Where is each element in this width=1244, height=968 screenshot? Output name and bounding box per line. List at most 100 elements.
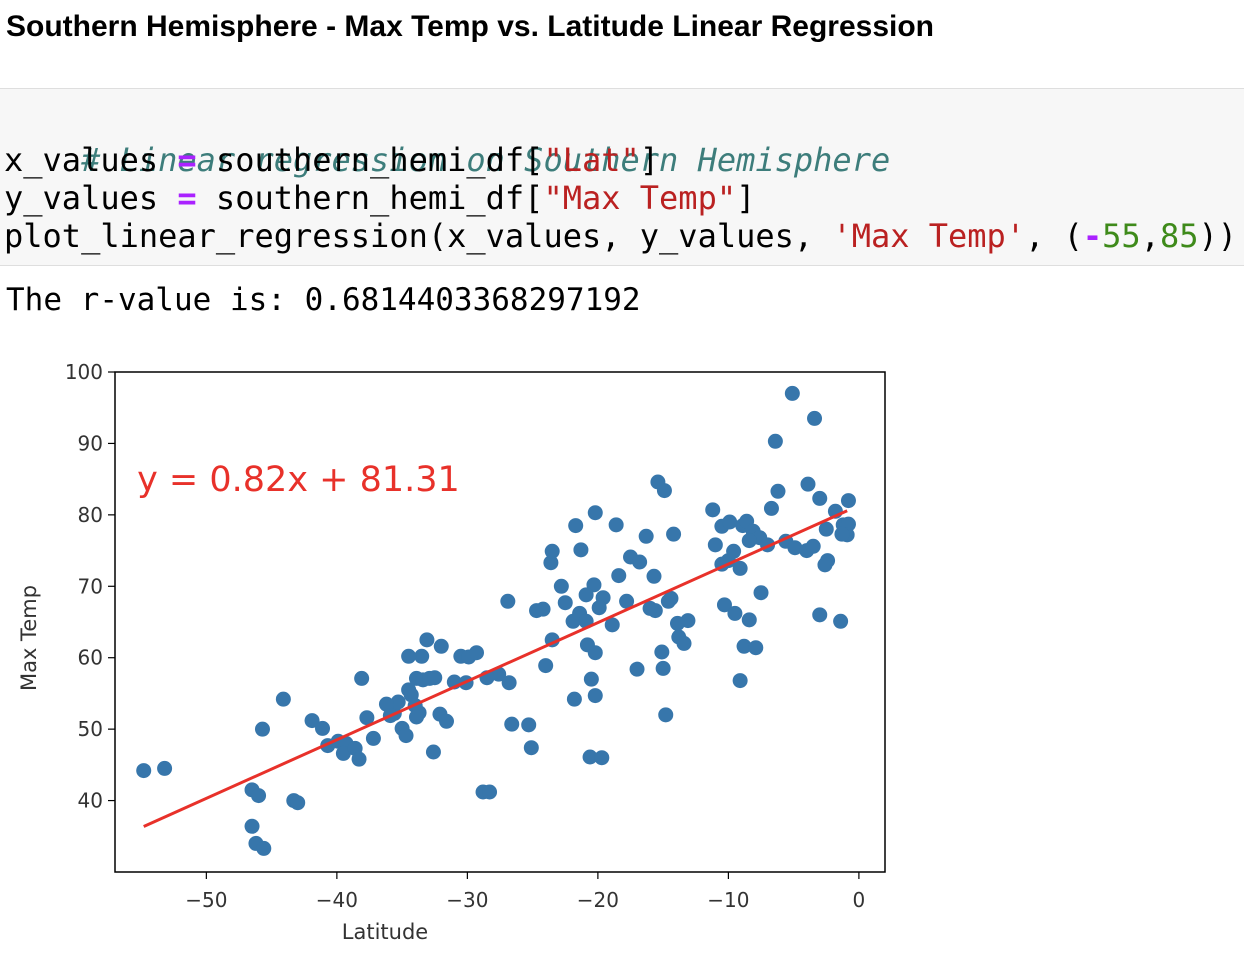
- data-point: [611, 568, 627, 584]
- data-point: [501, 675, 517, 691]
- points-layer: [136, 385, 856, 856]
- y-tick-label: 80: [78, 503, 103, 527]
- data-point: [656, 483, 672, 499]
- data-point: [741, 612, 757, 628]
- code-line-4: plot_linear_regression(x_values, y_value…: [4, 217, 1244, 255]
- data-point: [726, 543, 742, 559]
- x-tick-label: −20: [577, 888, 619, 912]
- data-point: [666, 526, 682, 542]
- data-point: [748, 640, 764, 656]
- code-number: 55: [1102, 217, 1141, 255]
- code-comma: ,: [1140, 217, 1160, 255]
- y-axis: 40 50 60 70 80 90 100: [65, 360, 115, 813]
- data-point: [566, 691, 582, 707]
- data-point: [523, 740, 539, 756]
- page-heading: Southern Hemisphere - Max Temp vs. Latit…: [6, 10, 934, 43]
- code-line-1: # Linear regression on Southern Hemisphe…: [4, 103, 1244, 179]
- regression-line: [143, 509, 848, 828]
- output-text: The r-value is: 0.6814403368297192: [6, 282, 641, 318]
- x-axis-label: Latitude: [342, 920, 428, 944]
- code-call: plot_linear_regression(x_values, y_value…: [4, 217, 833, 255]
- y-tick-label: 60: [78, 646, 103, 670]
- code-close: )): [1198, 217, 1237, 255]
- data-point: [732, 560, 748, 576]
- data-point: [727, 605, 743, 621]
- data-point: [587, 688, 603, 704]
- x-axis: −50 −40 −30 −20 −10 0: [185, 872, 865, 912]
- data-point: [587, 505, 603, 521]
- data-point: [753, 585, 769, 601]
- data-point: [840, 493, 856, 509]
- data-point: [817, 557, 833, 573]
- data-point: [504, 716, 520, 732]
- data-point: [390, 694, 406, 710]
- data-point: [741, 533, 757, 549]
- data-point: [818, 521, 834, 537]
- data-point: [583, 671, 599, 687]
- data-point: [654, 644, 670, 660]
- y-tick-label: 100: [65, 360, 103, 384]
- data-point: [787, 540, 803, 556]
- y-tick-label: 90: [78, 431, 103, 455]
- data-point: [469, 645, 485, 661]
- x-tick-label: 0: [853, 888, 866, 912]
- data-point: [500, 593, 516, 609]
- data-point: [812, 490, 828, 506]
- data-point: [663, 590, 679, 606]
- data-point: [655, 660, 671, 676]
- data-point: [275, 691, 291, 707]
- data-point: [419, 632, 435, 648]
- data-point: [557, 595, 573, 611]
- code-close: ]: [639, 141, 660, 179]
- data-point: [591, 600, 607, 616]
- data-point: [629, 661, 645, 677]
- code-string: "Lat": [543, 141, 640, 179]
- y-tick-label: 70: [78, 574, 103, 598]
- data-point: [535, 601, 551, 617]
- data-point: [315, 720, 331, 736]
- data-point: [594, 750, 610, 766]
- data-point: [254, 721, 270, 737]
- data-point: [543, 555, 559, 571]
- y-tick-label: 50: [78, 717, 103, 741]
- data-point: [812, 607, 828, 623]
- data-point: [378, 696, 394, 712]
- data-point: [290, 795, 306, 811]
- code-call: southern_hemi_df[: [215, 141, 544, 179]
- data-point: [578, 587, 594, 603]
- data-point: [632, 554, 648, 570]
- data-point: [722, 514, 738, 530]
- code-close: ]: [736, 179, 756, 217]
- data-point: [807, 410, 823, 426]
- data-point: [705, 502, 721, 518]
- code-var: x_values: [4, 141, 159, 179]
- data-point: [482, 784, 498, 800]
- data-point: [425, 744, 441, 760]
- y-axis-label: Max Temp: [17, 585, 41, 691]
- data-point: [770, 483, 786, 499]
- data-point: [427, 670, 443, 686]
- data-point: [646, 568, 662, 584]
- code-sep: , (: [1025, 217, 1083, 255]
- data-point: [538, 658, 554, 674]
- data-point: [642, 600, 658, 616]
- data-point: [834, 526, 850, 542]
- data-point: [351, 751, 367, 767]
- data-point: [582, 749, 598, 765]
- x-tick-label: −50: [185, 888, 227, 912]
- data-point: [587, 645, 603, 661]
- data-point: [414, 648, 430, 664]
- code-comment: # Linear regression on Southern Hemisphe…: [81, 141, 891, 179]
- data-point: [136, 763, 152, 779]
- code-string: 'Max Temp': [832, 217, 1026, 255]
- data-point: [732, 673, 748, 689]
- data-point: [676, 635, 692, 651]
- code-cell[interactable]: # Linear regression on Southern Hemisphe…: [0, 88, 1244, 266]
- code-number: 85: [1159, 217, 1199, 255]
- data-point: [833, 613, 849, 629]
- x-tick-label: −30: [446, 888, 488, 912]
- data-point: [763, 500, 779, 516]
- code-op: =: [177, 179, 197, 217]
- data-point: [251, 788, 267, 804]
- data-point: [365, 730, 381, 746]
